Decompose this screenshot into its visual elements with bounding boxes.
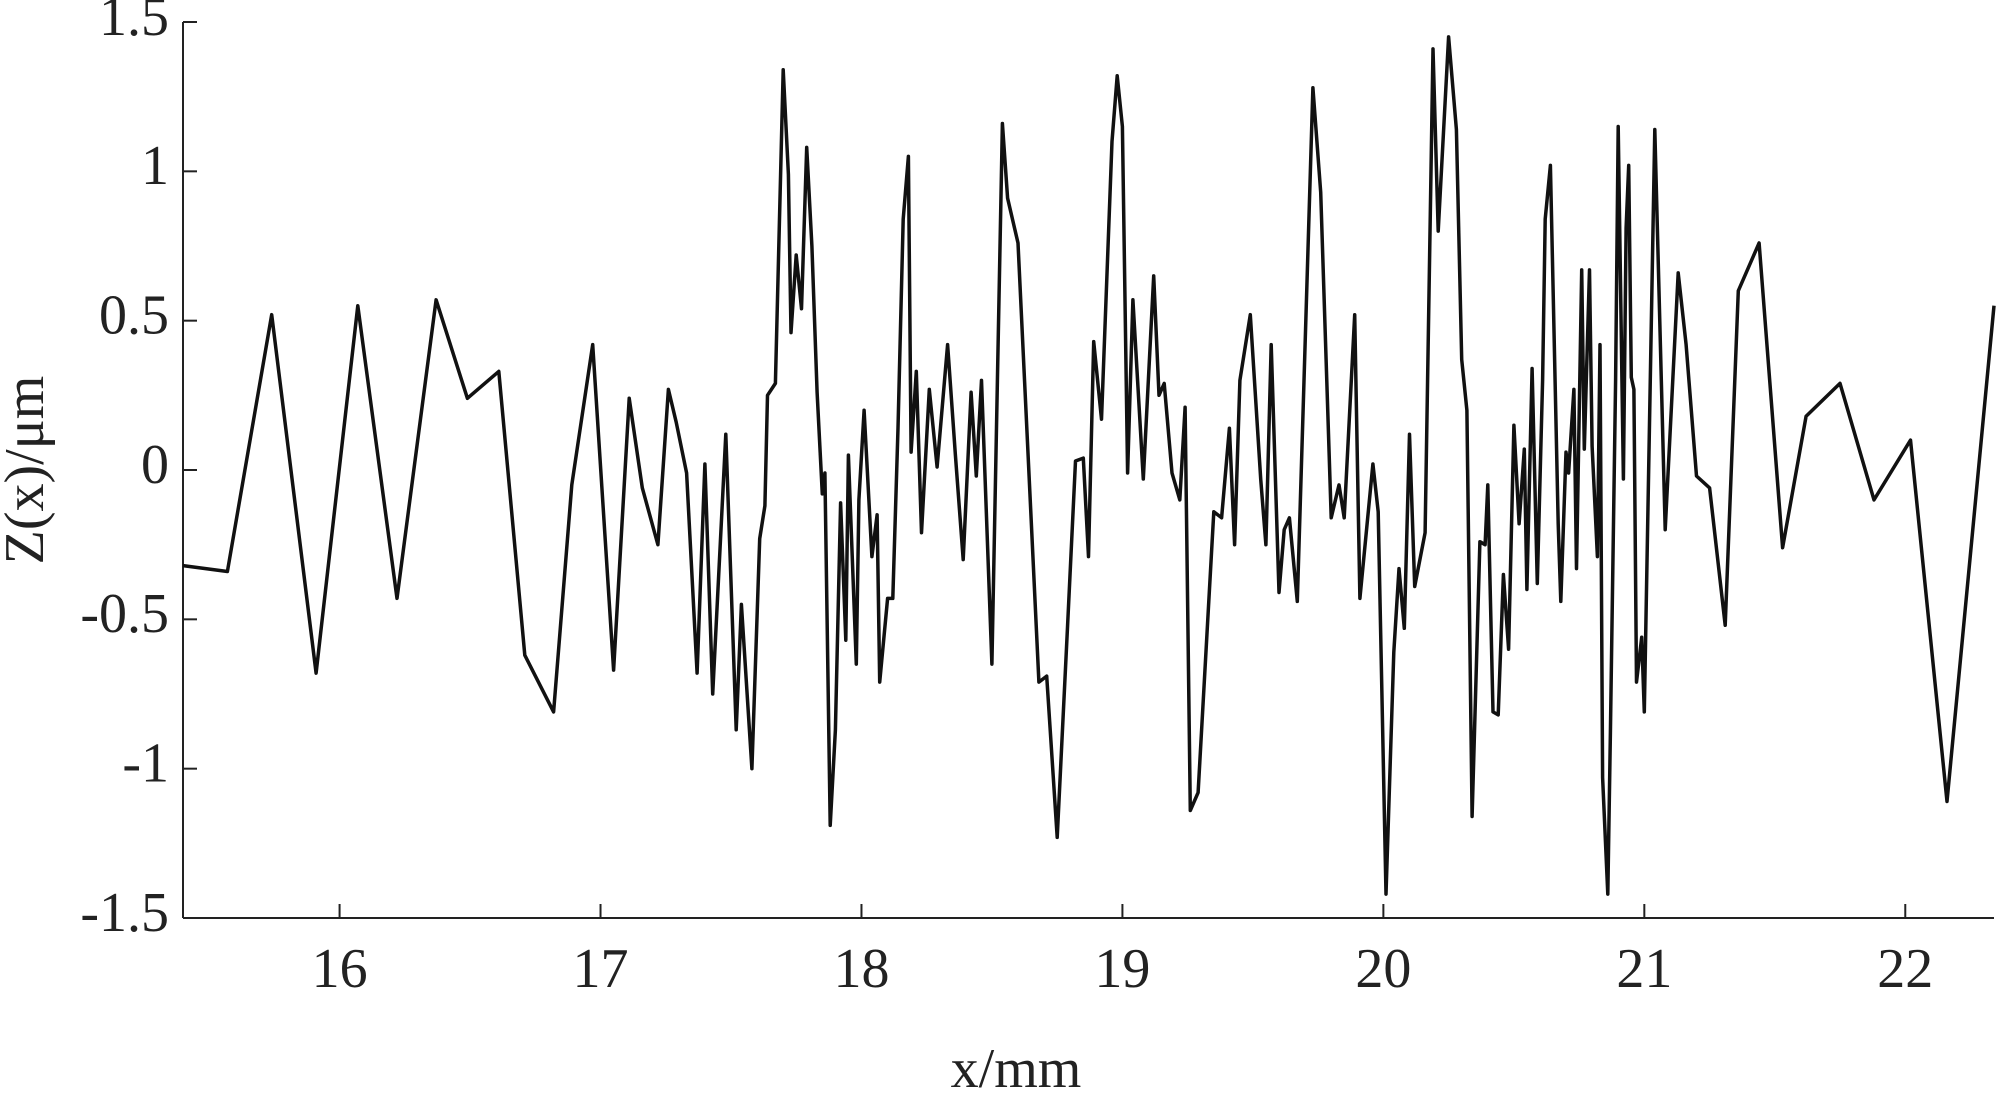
x-tick-label: 16 [312, 938, 368, 1000]
y-tick-label: 0.5 [99, 285, 169, 347]
y-tick-label: -1.5 [80, 882, 169, 944]
y-axis-label: Z(x)/μm [0, 376, 56, 565]
x-tick-label: 20 [1355, 938, 1411, 1000]
data-line [182, 35, 1996, 896]
y-tick-label: -1 [122, 733, 169, 795]
y-tick-label: 0 [141, 434, 169, 496]
x-axis-label: x/mm [951, 1038, 1082, 1097]
x-tick-label: 21 [1616, 938, 1672, 1000]
x-tick-label: 17 [573, 938, 629, 1000]
x-tick-label: 19 [1094, 938, 1150, 1000]
y-tick-label: 1.5 [99, 0, 169, 48]
y-tick-label: 1 [141, 135, 169, 197]
y-tick-label: -0.5 [80, 583, 169, 645]
x-tick-label: 22 [1877, 938, 1933, 1000]
x-tick-label: 18 [833, 938, 889, 1000]
